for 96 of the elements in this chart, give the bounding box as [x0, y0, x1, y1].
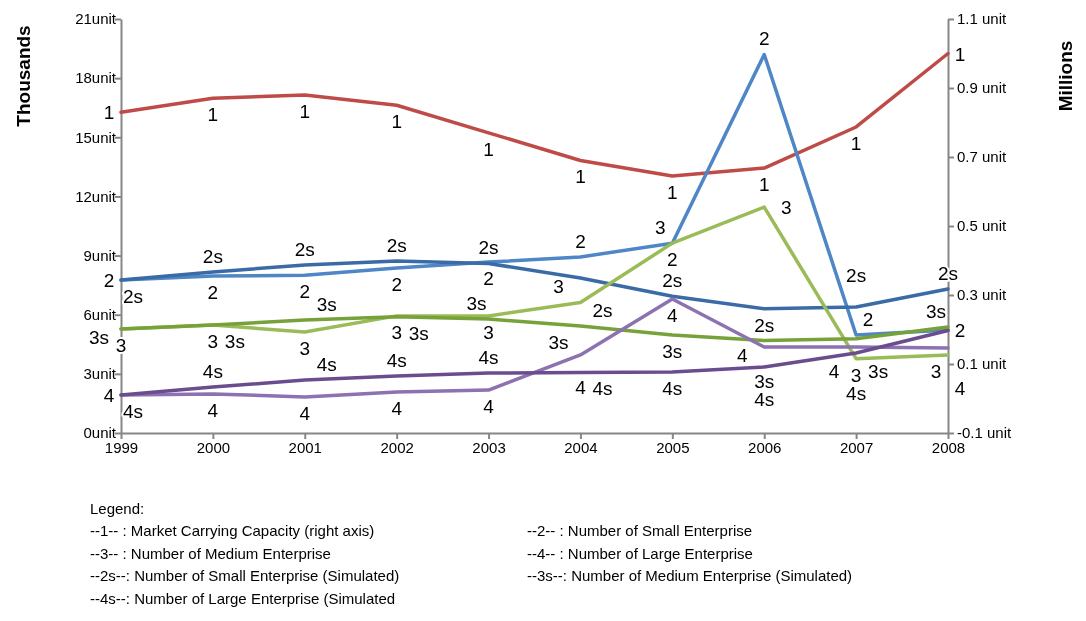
text: 2: [758, 28, 770, 50]
text: 4: [575, 376, 586, 398]
text: --4-- : Number of Large Enterprise: [527, 544, 753, 562]
y-tick-label: 15unit: [75, 128, 117, 146]
text: 3: [553, 276, 564, 298]
series-label: 3s: [316, 294, 337, 316]
text: 2s: [754, 314, 775, 336]
text: 1: [667, 181, 678, 203]
y2-tick-label: 0.5 unit: [957, 217, 1008, 235]
text: 4: [828, 361, 840, 383]
x-tick-label: 2007: [839, 438, 874, 456]
series-label: 3: [391, 321, 402, 343]
text: 3: [207, 330, 219, 352]
text: 1: [575, 166, 586, 188]
series-label: 2s: [662, 270, 683, 292]
y2-tick-label: 0.9 unit: [957, 79, 1008, 97]
x-tick-label: 2000: [196, 438, 231, 456]
y-tick-label: 3unit: [83, 365, 117, 383]
text: 3: [655, 217, 666, 239]
text: 2: [954, 319, 966, 341]
text: 2: [207, 282, 219, 304]
text: 3: [299, 338, 311, 360]
text: 3s: [662, 341, 683, 363]
series-label: 4: [667, 304, 679, 326]
text: 3: [930, 360, 942, 382]
text: 3s: [466, 293, 487, 315]
text: 4s: [592, 378, 613, 400]
text: --4s--: Number of Large Enterprise (Simulated: [90, 589, 396, 607]
x-tick-label: 2001: [288, 438, 322, 456]
text: 1: [103, 102, 115, 124]
text: 4: [483, 396, 494, 418]
text: 2s: [386, 235, 407, 257]
series-label: 4s: [316, 353, 337, 375]
series-label: 1: [850, 132, 862, 154]
text: --2s--: Number of Small Enterprise (Simulated): [90, 567, 400, 584]
text: 1: [207, 104, 219, 126]
text: Legend:: [90, 500, 145, 517]
text: 3s: [408, 322, 429, 344]
text: 2s: [122, 286, 144, 308]
text: 3: [483, 321, 494, 343]
text: 2s: [937, 263, 959, 285]
x-tick-label: 2006: [748, 438, 782, 456]
text: 4s: [122, 400, 144, 422]
text: 2s: [294, 239, 315, 261]
text: 1: [299, 100, 311, 122]
text: 2: [299, 281, 311, 303]
text: 2: [667, 249, 678, 271]
text: 3s: [224, 330, 245, 352]
x-tick-label: 2004: [564, 438, 598, 456]
text: 2s: [592, 300, 613, 322]
text: 2: [103, 270, 115, 292]
series-label: 2: [862, 309, 874, 331]
y-tick-label: 21unit: [75, 10, 117, 28]
text: --3-- : Number of Medium Enterprise: [90, 544, 331, 562]
y-tick-label: 6unit: [83, 306, 117, 324]
text: 3s: [548, 331, 569, 353]
text: 4s: [202, 361, 223, 383]
text: 3: [115, 334, 127, 356]
text: 4s: [386, 350, 407, 372]
y-tick-label: 18unit: [75, 69, 117, 87]
text: 2: [575, 230, 586, 252]
y2-tick-label: 0.1 unit: [957, 355, 1008, 373]
text: 2: [391, 273, 402, 295]
text: 2s: [478, 237, 499, 259]
text: 4s: [478, 347, 499, 369]
y2-tick-label: 1.1 unit: [957, 10, 1008, 28]
y2-axis-title: Millions: [1055, 40, 1076, 112]
text: 1: [758, 174, 770, 196]
text: 2: [483, 268, 494, 290]
text: 1: [483, 138, 494, 160]
y2-tick-label: 0.7 unit: [957, 148, 1008, 166]
x-tick-label: 2003: [472, 438, 506, 456]
text: 1: [391, 111, 402, 133]
text: 4: [207, 399, 219, 421]
text: --1-- : Market Carrying Capacity (right axis): [90, 522, 375, 539]
text: 4: [103, 384, 115, 406]
y-tick-label: 9unit: [83, 246, 117, 264]
y-tick-label: 12unit: [75, 187, 117, 205]
text: 2s: [846, 265, 867, 287]
text: 3s: [88, 326, 110, 348]
text: 3: [780, 197, 792, 219]
text: 2s: [202, 245, 223, 267]
text: 4: [299, 402, 311, 424]
text: 3s: [925, 300, 947, 322]
text: 4: [391, 397, 402, 419]
x-tick-label: 2002: [380, 438, 414, 456]
y-axis-title: Thousands: [13, 25, 34, 127]
y2-tick-label: 0.3 unit: [957, 286, 1008, 304]
text: --3s--: Number of Medium Enterprise (Simulated): [527, 567, 853, 584]
text: 4: [736, 345, 748, 367]
text: 3s: [868, 360, 889, 382]
text: --2-- : Number of Small Enterprise: [527, 522, 753, 539]
x-tick-label: 2005: [656, 438, 690, 456]
text: 4: [954, 378, 966, 400]
text: 1: [954, 43, 966, 65]
text: 4s: [662, 378, 683, 400]
